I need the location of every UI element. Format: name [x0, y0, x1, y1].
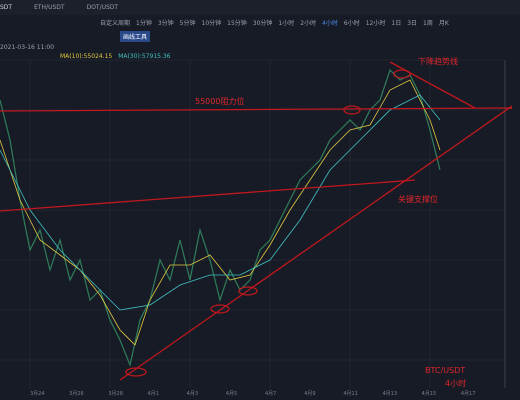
period-button[interactable]: 1日	[391, 19, 402, 27]
annotation: BTC/USDT	[425, 366, 465, 375]
time-label: 3月24	[30, 391, 45, 397]
time-label: 3月28	[108, 391, 123, 397]
period-button[interactable]: 1小时	[278, 19, 295, 27]
time-axis: 3月24 3月26 3月28 4月1 4月3 4月5 4月7 4月9 4月11 4月13 4月15 4…	[30, 391, 475, 397]
annotation: 关键支撑位	[398, 194, 438, 204]
period-bar: 自定义周期 1分钟 3分钟 5分钟 10分钟 15分钟 30分钟 1小时 2小时 4小时 6小时 12…	[0, 16, 520, 28]
price	[0, 68, 441, 368]
time-label: 4月13	[383, 391, 398, 397]
time-label: 4月7	[265, 391, 276, 397]
time-label: 4月17	[461, 391, 476, 397]
period-button[interactable]: 15分钟	[227, 19, 247, 27]
tab[interactable]: SDT	[0, 4, 13, 11]
time-label: 4月11	[343, 391, 358, 397]
period-button[interactable]: 1周	[423, 19, 433, 27]
tab[interactable]: DOT/USDT	[86, 4, 119, 11]
annotation: 4小时	[445, 378, 466, 388]
period-button[interactable]: 12小时	[365, 19, 386, 27]
period-button[interactable]: 月K	[438, 19, 449, 27]
ma-row: MA(10):55024.15 MA(30):57915.36	[0, 52, 520, 61]
period-button[interactable]: 6小时	[343, 19, 360, 27]
ma30-line	[0, 94, 441, 311]
draw-tool-button[interactable]: 画线工具	[120, 30, 151, 42]
period-button[interactable]: 10分钟	[201, 19, 222, 27]
annotation: 下降趋势线	[418, 56, 458, 66]
drawings	[0, 61, 513, 381]
time-label: 4月1	[148, 391, 159, 397]
tool-bar: 画线工具	[0, 30, 520, 42]
period-button[interactable]: 30分钟	[252, 19, 273, 27]
period-button[interactable]: 3分钟	[157, 19, 174, 27]
ma10: MA(10):55024.15	[60, 53, 113, 60]
time-label: 4月9	[304, 391, 315, 397]
period-button[interactable]: 4小时	[322, 19, 338, 27]
ma10-line	[0, 79, 441, 346]
period-button[interactable]: 5分钟	[179, 19, 196, 27]
tab-bar: SDT ETH/USDT DOT/USDT	[0, 0, 520, 15]
annotation: 55000阻力位	[195, 96, 244, 106]
time-label: 4月3	[187, 391, 198, 397]
info-row: 2021-03-16 11:00	[0, 43, 520, 52]
time-label: 4月5	[226, 391, 237, 397]
period-button[interactable]: 3日	[407, 19, 418, 27]
period-button[interactable]: 自定义周期	[100, 19, 131, 27]
tab[interactable]: ETH/USDT	[34, 4, 65, 11]
ma30: MA(30):57915.36	[118, 53, 171, 60]
info-time: 2021-03-16 11:00	[0, 44, 55, 51]
time-label: 4月15	[422, 391, 437, 397]
period-button[interactable]: 2小时	[300, 19, 317, 27]
time-label: 3月26	[69, 391, 84, 397]
period-button[interactable]: 1分钟	[136, 19, 152, 27]
